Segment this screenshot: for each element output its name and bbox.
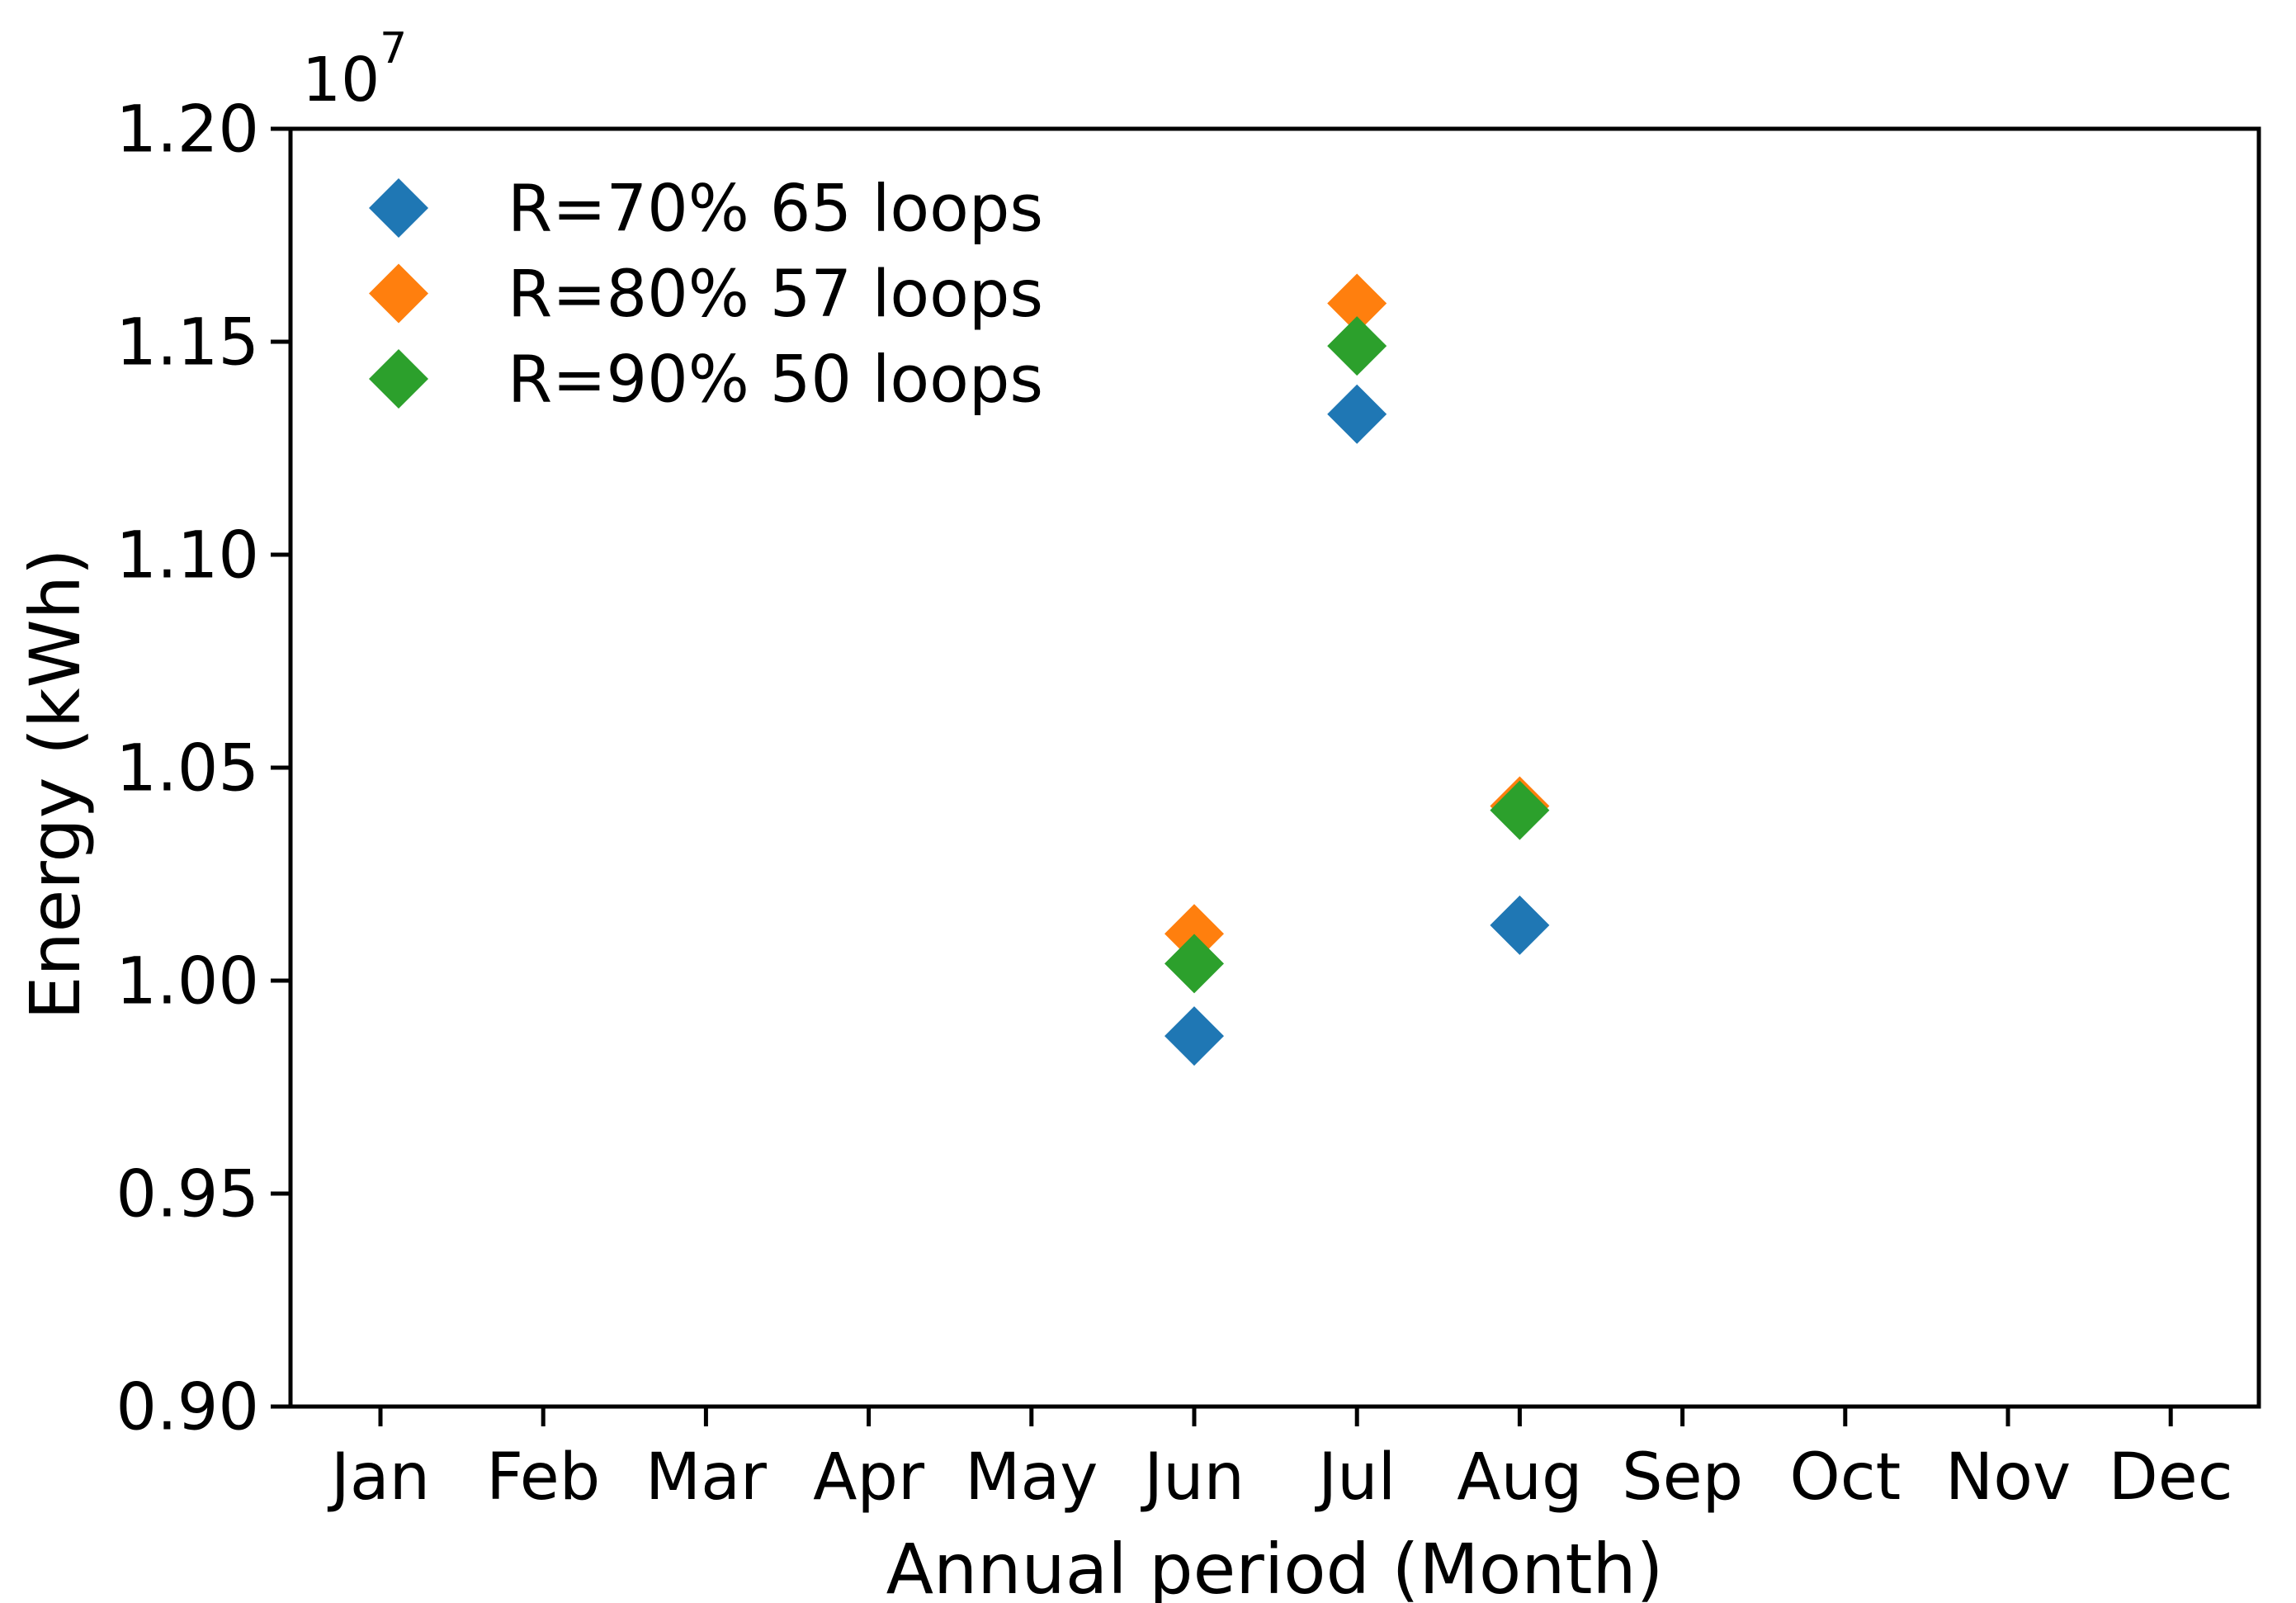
- y-axis-offset-text: 107: [302, 24, 407, 116]
- y-axis-tick-label: 1.20: [116, 92, 259, 167]
- offset-exponent: 7: [380, 24, 407, 73]
- y-axis-tick-label: 0.90: [116, 1370, 259, 1445]
- offset-base: 10: [302, 45, 380, 116]
- x-axis-tick-label: May: [965, 1440, 1098, 1515]
- x-axis-label: Annual period (Month): [886, 1529, 1664, 1603]
- legend-swatch: [369, 349, 428, 409]
- legend-label: R=80% 57 loops: [508, 258, 1043, 332]
- x-axis-tick-label: Dec: [2109, 1440, 2233, 1515]
- x-axis-tick-label: Oct: [1789, 1440, 1901, 1515]
- x-axis-tick-label: Aug: [1457, 1440, 1582, 1515]
- legend-item: R=70% 65 loops: [369, 172, 1043, 246]
- data-point-marker: [1490, 780, 1550, 840]
- legend-label: R=70% 65 loops: [508, 172, 1043, 246]
- legend-item: R=80% 57 loops: [369, 258, 1043, 332]
- legend-swatch: [369, 178, 428, 238]
- data-point-marker: [1165, 1006, 1224, 1066]
- x-axis-tick-label: Jun: [1140, 1440, 1245, 1515]
- data-point-marker: [1490, 895, 1550, 955]
- x-axis-tick-label: Feb: [486, 1440, 600, 1515]
- x-axis-tick-label: Jul: [1314, 1440, 1396, 1515]
- x-axis-tick-label: Apr: [813, 1440, 925, 1515]
- y-axis-tick-label: 0.95: [116, 1157, 259, 1232]
- series-2: [1165, 273, 1550, 964]
- y-axis-label: Energy (kWh): [15, 548, 96, 1019]
- x-axis-tick-label: Sep: [1622, 1440, 1743, 1515]
- data-point-marker: [1165, 904, 1224, 964]
- y-axis-tick-label: 1.05: [116, 731, 259, 806]
- legend-item: R=90% 50 loops: [369, 343, 1043, 417]
- legend-label: R=90% 50 loops: [508, 343, 1043, 417]
- x-axis-tick-label: Jan: [327, 1440, 430, 1515]
- legend-swatch: [369, 263, 428, 324]
- x-axis-tick-label: Mar: [645, 1440, 768, 1515]
- data-point-marker: [1327, 316, 1387, 376]
- series-3: [1165, 316, 1550, 994]
- y-axis-tick-label: 1.10: [116, 518, 259, 593]
- data-point-marker: [1165, 934, 1224, 994]
- data-point-marker: [1327, 273, 1387, 333]
- data-point-marker: [1327, 384, 1387, 444]
- x-axis-tick-label: Nov: [1945, 1440, 2071, 1515]
- y-axis-tick-label: 1.15: [116, 305, 259, 380]
- series-1: [1165, 384, 1550, 1066]
- y-axis-tick-label: 1.00: [116, 944, 259, 1019]
